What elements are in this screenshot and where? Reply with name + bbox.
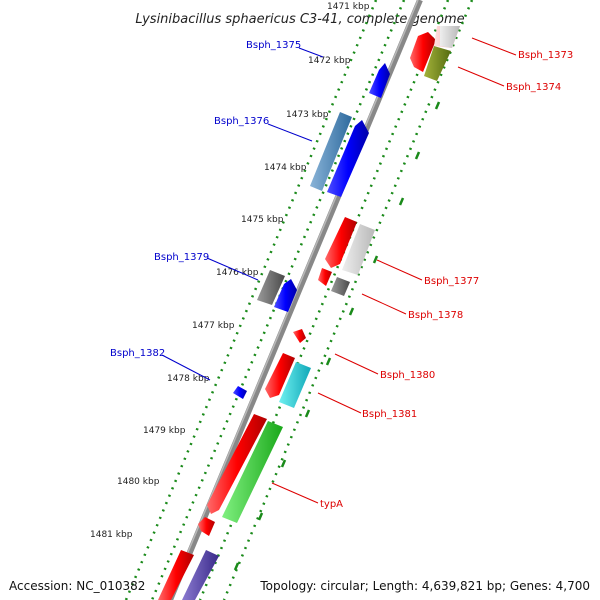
tick-1478: 1478 kbp <box>167 374 210 384</box>
accession-text: Accession: NC_010382 <box>9 579 146 593</box>
gene-bsph-1375[interactable] <box>369 63 390 98</box>
label-bsph-1382[interactable]: Bsph_1382 <box>110 348 165 359</box>
gene-bsph-1382[interactable] <box>233 386 247 399</box>
gene-bsph-1376-a[interactable] <box>310 112 352 191</box>
gene-bsph-1378-a[interactable] <box>318 268 332 286</box>
gene-small-red[interactable] <box>198 517 215 536</box>
gene-bsph-1379-a[interactable] <box>257 270 285 305</box>
right-leader-lines <box>271 37 517 504</box>
label-bsph-1379[interactable]: Bsph_1379 <box>154 252 209 263</box>
tick-1475: 1475 kbp <box>241 215 284 225</box>
gene-bsph-1377-b[interactable] <box>342 224 375 275</box>
label-typa[interactable]: typA <box>320 499 343 510</box>
gene-bottom-slate[interactable] <box>182 550 219 600</box>
label-bsph-1380[interactable]: Bsph_1380 <box>380 370 435 381</box>
tick-1473: 1473 kbp <box>286 110 329 120</box>
tick-1476: 1476 kbp <box>216 268 259 278</box>
gene-typa-a[interactable] <box>207 414 267 514</box>
gene-bsph-1380-b[interactable] <box>265 353 295 398</box>
label-bsph-1374[interactable]: Bsph_1374 <box>506 82 561 93</box>
left-gene-labels: Bsph_1375 Bsph_1376 Bsph_1379 Bsph_1382 <box>110 40 301 359</box>
left-leader-lines <box>161 47 324 381</box>
reverse-strand-genes <box>158 26 460 600</box>
forward-strand-genes <box>233 63 390 399</box>
tick-1481: 1481 kbp <box>90 530 133 540</box>
gene-bsph-1376-b[interactable] <box>327 120 369 197</box>
map-title: Lysinibacillus sphaericus C3-41, complet… <box>135 12 464 27</box>
gene-bsph-1378-b[interactable] <box>331 277 350 296</box>
tick-1477: 1477 kbp <box>192 321 235 331</box>
outer-left-dotted-ring <box>124 0 378 600</box>
label-bsph-1375[interactable]: Bsph_1375 <box>246 40 301 51</box>
tick-1479: 1479 kbp <box>143 426 186 436</box>
tick-1471: 1471 kbp <box>327 2 370 12</box>
gene-bsph-1373-c[interactable] <box>440 26 460 48</box>
gene-bsph-1379-b[interactable] <box>274 279 297 312</box>
gene-bsph-1381[interactable] <box>279 362 311 408</box>
tick-1474: 1474 kbp <box>264 163 307 173</box>
right-gene-labels: Bsph_1373 Bsph_1374 Bsph_1377 Bsph_1378 … <box>320 50 573 510</box>
label-bsph-1373[interactable]: Bsph_1373 <box>518 50 573 61</box>
gene-bottom-red[interactable] <box>158 550 194 600</box>
gene-bsph-1373-a[interactable] <box>410 32 436 72</box>
label-bsph-1377[interactable]: Bsph_1377 <box>424 276 479 287</box>
gene-bsph-1377-a[interactable] <box>325 217 357 268</box>
gene-typa-b[interactable] <box>222 421 283 523</box>
label-bsph-1378[interactable]: Bsph_1378 <box>408 310 463 321</box>
label-bsph-1376[interactable]: Bsph_1376 <box>214 116 269 127</box>
tick-1472: 1472 kbp <box>308 56 351 66</box>
gene-bsph-1380-a[interactable] <box>293 329 306 343</box>
tick-1480: 1480 kbp <box>117 477 160 487</box>
kbp-tick-labels: 1471 kbp 1472 kbp 1473 kbp 1474 kbp 1475… <box>90 2 370 540</box>
gene-bsph-1374[interactable] <box>424 46 451 81</box>
genome-summary-text: Topology: circular; Length: 4,639,821 bp… <box>260 579 590 593</box>
label-bsph-1381[interactable]: Bsph_1381 <box>362 409 417 420</box>
